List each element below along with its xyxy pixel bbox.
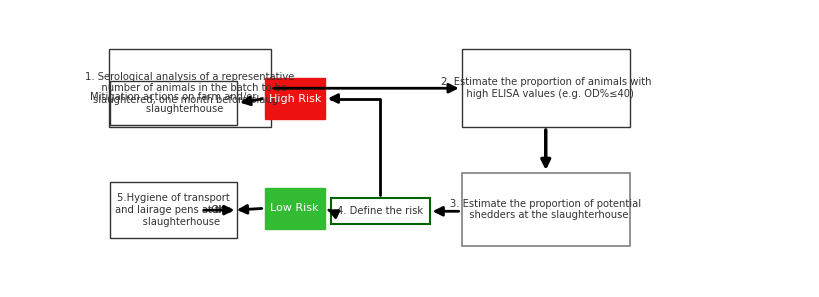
FancyBboxPatch shape [331, 198, 429, 224]
FancyBboxPatch shape [461, 173, 629, 246]
FancyBboxPatch shape [461, 49, 629, 127]
Text: 5.Hygiene of transport
and lairage pens at the
     slaughterhouse: 5.Hygiene of transport and lairage pens … [115, 193, 232, 227]
FancyBboxPatch shape [201, 198, 233, 222]
FancyBboxPatch shape [109, 49, 270, 127]
Text: High Risk: High Risk [269, 94, 320, 104]
FancyBboxPatch shape [110, 81, 237, 125]
Text: OK: OK [210, 205, 224, 215]
FancyBboxPatch shape [110, 182, 237, 238]
FancyBboxPatch shape [265, 78, 324, 119]
Text: 1. Serological analysis of a representative
   number of animals in the batch to: 1. Serological analysis of a representat… [85, 72, 294, 105]
Text: Low Risk: Low Risk [270, 203, 319, 213]
Text: 3. Estimate the proportion of potential
  shedders at the slaughterhouse: 3. Estimate the proportion of potential … [450, 199, 640, 220]
Text: 2. Estimate the proportion of animals with
   high ELISA values (e.g. OD%≤40): 2. Estimate the proportion of animals wi… [440, 78, 650, 99]
Text: 4. Define the risk: 4. Define the risk [337, 206, 423, 216]
Text: Mitigation actions on farm and/or
       slaughterhouse: Mitigation actions on farm and/or slaugh… [90, 92, 256, 114]
FancyBboxPatch shape [265, 188, 324, 229]
